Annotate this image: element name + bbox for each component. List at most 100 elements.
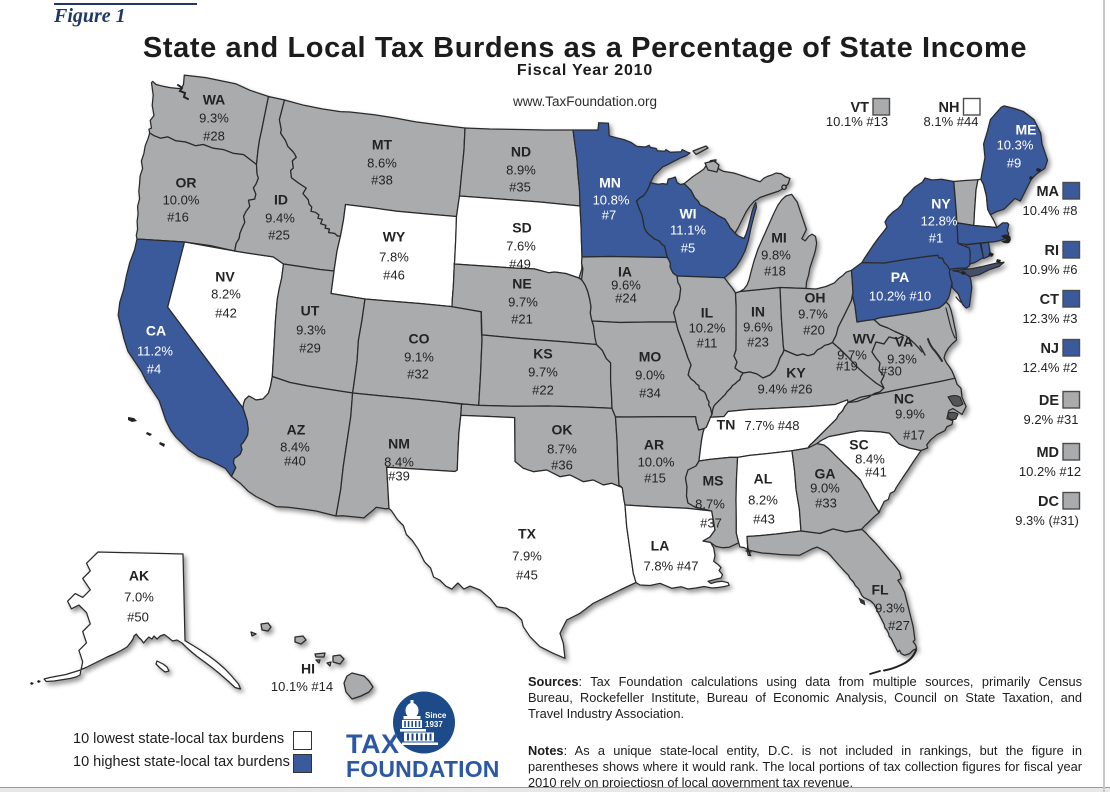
svg-text:1937: 1937 xyxy=(425,720,443,729)
svg-text:8.1% #44: 8.1% #44 xyxy=(924,114,979,129)
svg-text:KS: KS xyxy=(533,346,552,362)
svg-text:9.0%: 9.0% xyxy=(810,481,840,496)
svg-text:#1: #1 xyxy=(929,231,943,246)
svg-text:#50: #50 xyxy=(127,610,149,625)
svg-text:#16: #16 xyxy=(167,210,189,225)
svg-text:12.3% #3: 12.3% #3 xyxy=(1023,311,1078,326)
svg-text:10.0%: 10.0% xyxy=(638,455,675,470)
svg-text:SD: SD xyxy=(512,220,531,236)
svg-text:9.6%: 9.6% xyxy=(743,320,773,335)
svg-text:#29: #29 xyxy=(299,341,321,356)
svg-text:9.4% #26: 9.4% #26 xyxy=(758,382,813,397)
svg-text:CT: CT xyxy=(1040,292,1059,308)
svg-text:#19: #19 xyxy=(836,359,858,374)
svg-text:NV: NV xyxy=(215,269,235,285)
svg-text:#20: #20 xyxy=(803,323,825,338)
svg-text:7.6%: 7.6% xyxy=(506,239,536,254)
svg-text:MN: MN xyxy=(599,175,621,191)
svg-text:OR: OR xyxy=(176,175,197,191)
svg-text:10.2% #10: 10.2% #10 xyxy=(869,289,931,304)
svg-text:VT: VT xyxy=(850,100,869,116)
svg-text:LA: LA xyxy=(651,538,670,554)
svg-text:DC: DC xyxy=(1038,494,1059,510)
svg-text:NY: NY xyxy=(931,196,951,212)
svg-text:12.8%: 12.8% xyxy=(921,214,958,229)
svg-text:Since: Since xyxy=(425,711,447,720)
svg-text:10.0%: 10.0% xyxy=(163,193,200,208)
svg-text:9.2% #31: 9.2% #31 xyxy=(1024,412,1079,427)
svg-text:#41: #41 xyxy=(865,465,887,480)
svg-text:#23: #23 xyxy=(747,335,769,350)
svg-text:OH: OH xyxy=(805,290,826,306)
svg-text:AR: AR xyxy=(644,437,664,453)
svg-text:RI: RI xyxy=(1045,243,1060,259)
svg-text:7.8%: 7.8% xyxy=(379,250,409,265)
svg-text:#33: #33 xyxy=(815,496,837,511)
svg-text:IA: IA xyxy=(618,264,632,280)
svg-text:11.1%: 11.1% xyxy=(670,223,706,238)
svg-text:UT: UT xyxy=(301,303,320,319)
svg-text:#4: #4 xyxy=(147,362,161,377)
svg-text:#11: #11 xyxy=(697,336,718,351)
svg-text:#25: #25 xyxy=(268,228,290,243)
svg-text:WY: WY xyxy=(383,229,406,245)
svg-text:VA: VA xyxy=(895,334,913,350)
svg-text:9.4%: 9.4% xyxy=(265,211,295,226)
svg-text:7.8% #47: 7.8% #47 xyxy=(644,559,699,574)
svg-text:#27: #27 xyxy=(888,618,910,633)
svg-text:#5: #5 xyxy=(681,241,695,256)
svg-text:7.7% #48: 7.7% #48 xyxy=(745,418,800,433)
svg-text:10.8%: 10.8% xyxy=(593,193,630,208)
svg-text:#35: #35 xyxy=(509,180,531,195)
svg-text:#17: #17 xyxy=(903,428,925,443)
svg-text:NH: NH xyxy=(939,100,960,116)
svg-text:#15: #15 xyxy=(644,471,666,486)
svg-text:#36: #36 xyxy=(551,458,573,473)
svg-text:#46: #46 xyxy=(383,268,405,283)
svg-text:IN: IN xyxy=(751,304,765,320)
svg-text:CA: CA xyxy=(146,323,166,339)
svg-text:FL: FL xyxy=(871,582,889,598)
svg-text:8.7%: 8.7% xyxy=(695,497,725,512)
svg-text:NM: NM xyxy=(388,436,410,452)
svg-text:MS: MS xyxy=(703,473,724,489)
svg-text:8.2%: 8.2% xyxy=(211,287,241,302)
svg-text:9.8%: 9.8% xyxy=(761,248,791,263)
svg-text:IL: IL xyxy=(701,305,714,321)
svg-text:9.3%: 9.3% xyxy=(296,323,326,338)
svg-text:12.4% #2: 12.4% #2 xyxy=(1023,360,1078,375)
svg-text:#32: #32 xyxy=(407,367,429,382)
svg-text:9.7%: 9.7% xyxy=(528,365,558,380)
svg-text:8.4%: 8.4% xyxy=(280,440,310,455)
svg-text:AK: AK xyxy=(129,568,149,584)
svg-text:8.4%: 8.4% xyxy=(384,455,414,470)
svg-text:8.4%: 8.4% xyxy=(855,452,885,467)
svg-text:#24: #24 xyxy=(615,291,637,306)
svg-text:10.1% #14: 10.1% #14 xyxy=(271,679,333,694)
svg-text:CO: CO xyxy=(409,331,430,347)
svg-text:ID: ID xyxy=(274,192,288,208)
svg-text:#18: #18 xyxy=(764,264,786,279)
svg-text:MD: MD xyxy=(1036,445,1059,461)
svg-text:#38: #38 xyxy=(371,173,393,188)
svg-text:11.2%: 11.2% xyxy=(137,344,173,359)
svg-text:#28: #28 xyxy=(203,129,225,144)
svg-text:7.9%: 7.9% xyxy=(512,549,542,564)
svg-text:MA: MA xyxy=(1036,184,1059,200)
svg-text:9.7%: 9.7% xyxy=(508,295,538,310)
svg-text:SC: SC xyxy=(849,437,868,453)
svg-text:#40: #40 xyxy=(284,454,306,469)
svg-text:9.3%: 9.3% xyxy=(887,352,917,367)
svg-text:8.9%: 8.9% xyxy=(506,163,536,178)
svg-text:MT: MT xyxy=(372,137,393,153)
svg-text:KY: KY xyxy=(786,365,806,381)
svg-text:#39: #39 xyxy=(388,469,410,484)
svg-text:#9: #9 xyxy=(1007,156,1021,171)
svg-text:9.3% (#31): 9.3% (#31) xyxy=(1015,513,1079,528)
svg-text:#22: #22 xyxy=(532,383,554,398)
svg-text:#43: #43 xyxy=(753,512,775,527)
svg-text:9.1%: 9.1% xyxy=(404,350,434,365)
svg-text:#21: #21 xyxy=(511,312,533,327)
svg-text:9.0%: 9.0% xyxy=(635,368,665,383)
svg-text:MO: MO xyxy=(639,349,662,365)
